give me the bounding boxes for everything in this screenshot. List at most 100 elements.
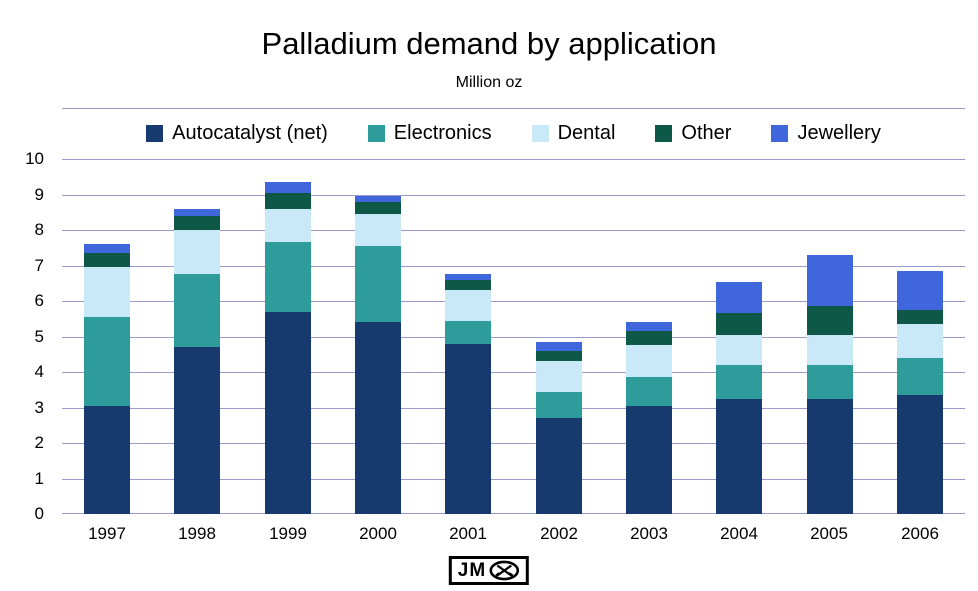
bar-segment: [355, 322, 401, 514]
bar-segment: [445, 343, 491, 514]
bar-segment: [265, 192, 311, 209]
y-tick-label: 10: [25, 149, 44, 168]
plot-area: [62, 159, 965, 514]
gridline: [62, 159, 965, 160]
bar-segment: [536, 391, 582, 419]
y-tick-label: 8: [34, 220, 44, 239]
bar-segment: [174, 274, 220, 348]
gridline: [62, 230, 965, 231]
bar-segment: [174, 230, 220, 275]
bar-segment: [626, 345, 672, 378]
bar-segment: [355, 214, 401, 246]
bar-segment: [897, 357, 943, 396]
legend-item: Dental: [531, 122, 616, 145]
y-tick-label: 1: [34, 469, 44, 488]
legend-item: Other: [655, 122, 731, 145]
x-tick-label: 2000: [359, 524, 397, 543]
legend-label: Jewellery: [797, 122, 881, 144]
legend-item: Electronics: [367, 122, 492, 145]
bar-segment: [84, 244, 130, 254]
gridline: [62, 266, 965, 267]
y-tick-label: 7: [34, 256, 44, 275]
x-tick-label: 2006: [901, 524, 939, 543]
chart-title: Palladium demand by application: [261, 26, 717, 61]
top-divider: [62, 108, 965, 109]
bar-segment: [716, 313, 762, 335]
bar-segment: [355, 201, 401, 214]
legend-swatch: [367, 125, 385, 142]
gridline: [62, 195, 965, 196]
x-tick-label: 1999: [269, 524, 307, 543]
bar-segment: [807, 334, 853, 365]
y-tick-label: 2: [34, 433, 44, 452]
x-tick-label: 2002: [540, 524, 578, 543]
y-axis-labels: 0 1 2 3 4 5 6 7 8 9 10: [0, 149, 52, 523]
jm-logo: JM: [448, 556, 530, 585]
legend-swatch: [655, 125, 673, 142]
bar-segment: [897, 324, 943, 358]
bar-segment: [807, 364, 853, 399]
bar-segment: [265, 182, 311, 193]
bar-segment: [174, 215, 220, 230]
bar-segment: [265, 311, 311, 514]
y-tick-label: 5: [34, 327, 44, 346]
gridline: [62, 301, 965, 302]
bar-segment: [807, 254, 853, 307]
x-tick-label: 2005: [810, 524, 848, 543]
bar-segment: [84, 267, 130, 317]
x-tick-label: 1998: [178, 524, 216, 543]
bar-segment: [897, 309, 943, 325]
legend-label: Other: [681, 122, 732, 144]
bar-segment: [626, 322, 672, 332]
bar-segment: [265, 242, 311, 312]
bar-segment: [445, 279, 491, 291]
legend-item: Jewellery: [771, 122, 881, 145]
gridline: [62, 372, 965, 373]
y-tick-label: 9: [34, 185, 44, 204]
legend-label: Autocatalyst (net): [172, 122, 328, 144]
bar-segment: [445, 320, 491, 344]
bar-segment: [445, 274, 491, 280]
bar-segment: [445, 290, 491, 321]
bar-segment: [626, 331, 672, 346]
hammer-and-pick-icon: [489, 560, 520, 581]
bar-segment: [355, 246, 401, 323]
bar-segment: [626, 405, 672, 514]
legend-swatch: [531, 125, 549, 142]
x-axis-labels: 1997 1998 1999 2000 2001 2002 2003 2004 2005 2006: [62, 524, 965, 548]
gridline: [62, 513, 965, 514]
bar-segment: [265, 208, 311, 243]
bar-segment: [174, 208, 220, 216]
bar-segment: [716, 398, 762, 514]
x-tick-label: 2001: [449, 524, 487, 543]
bar-segment: [807, 398, 853, 514]
legend-label: Dental: [557, 122, 616, 144]
logo-text: JM: [457, 559, 487, 581]
x-tick-label: 2004: [720, 524, 758, 543]
x-tick-label: 1997: [88, 524, 126, 543]
chart-subtitle: Million oz: [455, 74, 523, 91]
legend-swatch: [771, 125, 789, 142]
bar-segment: [626, 377, 672, 406]
bar-segment: [897, 270, 943, 310]
bar-segment: [536, 418, 582, 514]
bar-segment: [536, 350, 582, 362]
gridline: [62, 408, 965, 409]
bar-segment: [716, 364, 762, 399]
legend-label: Electronics: [393, 122, 492, 144]
bar-segment: [84, 316, 130, 406]
bar-segment: [536, 341, 582, 351]
bar-segment: [897, 395, 943, 514]
bar-segment: [84, 253, 130, 268]
x-tick-label: 2003: [630, 524, 668, 543]
gridline: [62, 443, 965, 444]
gridline: [62, 479, 965, 480]
legend: Autocatalyst (net) Electronics Dental Other…: [62, 122, 965, 145]
bar-segment: [84, 405, 130, 514]
bar-segment: [716, 281, 762, 314]
y-tick-label: 6: [34, 291, 44, 310]
y-tick-label: 3: [34, 398, 44, 417]
legend-item: Autocatalyst (net): [146, 122, 328, 145]
bar-segment: [716, 334, 762, 365]
y-tick-label: 0: [34, 504, 44, 523]
